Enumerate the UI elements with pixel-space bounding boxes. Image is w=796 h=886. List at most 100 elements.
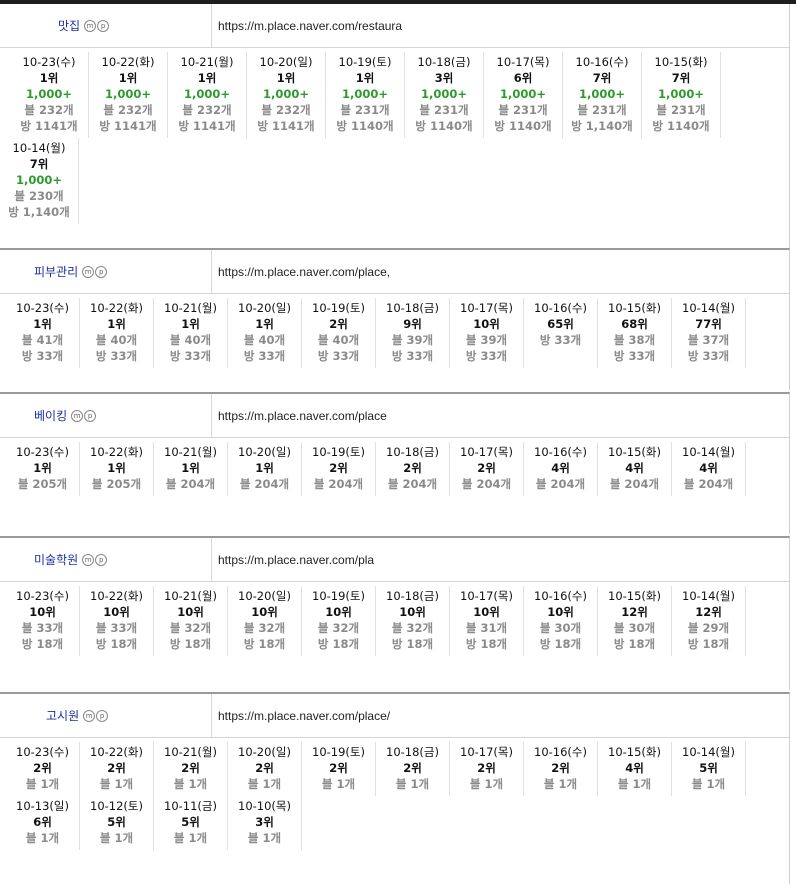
rank-cell: 10-19(토) 1위 1,000+ 블 231개 방 1140개 bbox=[326, 52, 405, 138]
rank-date: 10-16(수) bbox=[534, 745, 587, 759]
place-badge-icon[interactable]: p bbox=[84, 409, 97, 422]
keyword-section: 미술학원 m p https://m.place.naver.com/pla 10-23… bbox=[0, 536, 790, 690]
rank-cell: 10-14(월) 4위 블 204개 bbox=[672, 442, 746, 496]
keyword-link[interactable]: 고시원 m p bbox=[46, 694, 109, 737]
rank-value: 1위 bbox=[181, 461, 200, 475]
keyword-label: 베이킹 bbox=[34, 409, 68, 423]
keyword-link[interactable]: 피부관리 m p bbox=[34, 250, 108, 293]
visitor-review-count: 방 33개 bbox=[95, 349, 138, 363]
blog-count: 블 31개 bbox=[465, 621, 508, 635]
rank-value: 6위 bbox=[33, 815, 52, 829]
place-badge-icon[interactable]: p bbox=[95, 265, 108, 278]
rank-value: 1위 bbox=[107, 461, 126, 475]
blog-count: 블 1개 bbox=[247, 777, 282, 791]
blog-count: 블 1개 bbox=[617, 777, 652, 791]
rank-value: 12위 bbox=[621, 605, 648, 619]
rank-value: 3위 bbox=[255, 815, 274, 829]
place-url-link[interactable]: https://m.place.naver.com/place/ bbox=[218, 708, 391, 723]
place-url-link[interactable]: https://m.place.naver.com/place, bbox=[218, 264, 391, 279]
rank-cell: 10-15(화) 4위 블 1개 bbox=[598, 742, 672, 796]
search-volume: 1,000+ bbox=[578, 87, 625, 101]
rank-date: 10-19(토) bbox=[312, 301, 365, 315]
rank-cell: 10-22(화) 1위 블 40개 방 33개 bbox=[80, 298, 154, 368]
mobile-badge-icon[interactable]: m bbox=[82, 265, 95, 278]
visitor-review-count: 방 18개 bbox=[391, 637, 434, 651]
blog-count: 블 30개 bbox=[539, 621, 582, 635]
blog-count: 블 32개 bbox=[391, 621, 434, 635]
visitor-review-count: 방 1,140개 bbox=[571, 119, 633, 133]
rank-cell: 10-14(월) 7위 1,000+ 블 230개 방 1,140개 bbox=[0, 138, 79, 224]
place-url-link[interactable]: https://m.place.naver.com/place bbox=[218, 408, 387, 423]
keyword-link[interactable]: 베이킹 m p bbox=[34, 394, 97, 437]
rank-value: 7위 bbox=[592, 71, 612, 85]
rank-date: 10-11(금) bbox=[164, 799, 217, 813]
rank-value: 1위 bbox=[276, 71, 296, 85]
rank-date: 10-14(월) bbox=[682, 301, 735, 315]
place-url-link[interactable]: https://m.place.naver.com/pla bbox=[218, 552, 375, 567]
visitor-review-count: 방 33개 bbox=[317, 349, 360, 363]
rank-date: 10-18(금) bbox=[386, 589, 439, 603]
place-badge-icon[interactable]: p bbox=[96, 709, 109, 722]
rank-cell: 10-19(토) 2위 블 1개 bbox=[302, 742, 376, 796]
rank-cell: 10-16(수) 4위 블 204개 bbox=[524, 442, 598, 496]
place-badge-icon[interactable]: p bbox=[95, 553, 108, 566]
rank-date: 10-21(월) bbox=[180, 55, 234, 69]
rank-cell: 10-11(금) 5위 블 1개 bbox=[154, 796, 228, 850]
rank-date: 10-15(화) bbox=[608, 745, 661, 759]
rank-value: 5위 bbox=[107, 815, 126, 829]
keyword-link[interactable]: 맛집 m p bbox=[58, 4, 110, 47]
url-cell: https://m.place.naver.com/pla bbox=[211, 538, 789, 581]
rank-value: 10위 bbox=[399, 605, 426, 619]
visitor-review-count: 방 18개 bbox=[539, 637, 582, 651]
rank-date: 10-18(금) bbox=[417, 55, 471, 69]
rank-cell: 10-20(일) 1위 블 40개 방 33개 bbox=[228, 298, 302, 368]
rank-cell: 10-14(월) 77위 블 37개 방 33개 bbox=[672, 298, 746, 368]
blog-count: 블 39개 bbox=[465, 333, 508, 347]
visitor-review-count: 방 33개 bbox=[169, 349, 212, 363]
rank-cell: 10-21(월) 1위 블 40개 방 33개 bbox=[154, 298, 228, 368]
rank-cell: 10-18(금) 3위 1,000+ 블 231개 방 1140개 bbox=[405, 52, 484, 138]
blog-count: 블 204개 bbox=[313, 477, 364, 491]
keyword-section: 고시원 m p https://m.place.naver.com/place/10-… bbox=[0, 692, 790, 884]
blog-count: 블 37개 bbox=[687, 333, 730, 347]
place-badge-icon[interactable]: p bbox=[97, 19, 110, 32]
mobile-badge-icon[interactable]: m bbox=[71, 409, 84, 422]
rank-cell: 10-14(월) 5위 블 1개 bbox=[672, 742, 746, 796]
mobile-badge-icon[interactable]: m bbox=[84, 19, 97, 32]
rank-date: 10-14(월) bbox=[682, 589, 735, 603]
rank-date: 10-22(화) bbox=[90, 301, 143, 315]
rank-grid: 10-23(수) 1위 블 41개 방 33개 10-22(화) 1위 블 40개 방 33개… bbox=[0, 294, 789, 368]
rank-date: 10-14(월) bbox=[12, 141, 66, 155]
rank-value: 2위 bbox=[181, 761, 200, 775]
rank-value: 1위 bbox=[355, 71, 375, 85]
search-volume: 1,000+ bbox=[183, 87, 230, 101]
mobile-badge-icon[interactable]: m bbox=[82, 553, 95, 566]
rank-cell: 10-15(화) 68위 블 38개 방 33개 bbox=[598, 298, 672, 368]
rank-cell: 10-20(일) 10위 블 32개 방 18개 bbox=[228, 586, 302, 656]
rank-cell: 10-19(토) 2위 블 40개 방 33개 bbox=[302, 298, 376, 368]
blog-count: 블 231개 bbox=[577, 103, 627, 117]
visitor-review-count: 방 1140개 bbox=[336, 119, 394, 133]
rank-cell: 10-18(금) 2위 블 1개 bbox=[376, 742, 450, 796]
rank-grid: 10-23(수) 10위 블 33개 방 18개 10-22(화) 10위 블 33개 방 1… bbox=[0, 582, 789, 656]
rank-value: 7위 bbox=[671, 71, 691, 85]
visitor-review-count: 방 18개 bbox=[465, 637, 508, 651]
blog-count: 블 40개 bbox=[169, 333, 212, 347]
rank-value: 12위 bbox=[695, 605, 722, 619]
mobile-badge-icon[interactable]: m bbox=[83, 709, 96, 722]
blog-count: 블 231개 bbox=[498, 103, 548, 117]
keyword-link[interactable]: 미술학원 m p bbox=[34, 538, 108, 581]
rank-grid: 10-23(수) 1위 1,000+ 블 232개 방 1141개 10-22(화) 1위 1… bbox=[0, 48, 789, 224]
blog-count: 블 1개 bbox=[395, 777, 430, 791]
visitor-review-count: 방 1140개 bbox=[415, 119, 473, 133]
place-url-link[interactable]: https://m.place.naver.com/restaura bbox=[218, 18, 403, 33]
rank-cell: 10-23(수) 1위 블 205개 bbox=[6, 442, 80, 496]
keyword-label: 고시원 bbox=[46, 709, 80, 723]
keyword-section: 피부관리 m p https://m.place.naver.com/place, 10… bbox=[0, 248, 790, 390]
rank-date: 10-18(금) bbox=[386, 745, 439, 759]
rank-cell: 10-21(월) 10위 블 32개 방 18개 bbox=[154, 586, 228, 656]
blog-count: 블 204개 bbox=[535, 477, 586, 491]
keyword-label: 피부관리 bbox=[34, 265, 79, 279]
rank-cell: 10-23(수) 10위 블 33개 방 18개 bbox=[6, 586, 80, 656]
visitor-review-count: 방 33개 bbox=[465, 349, 508, 363]
